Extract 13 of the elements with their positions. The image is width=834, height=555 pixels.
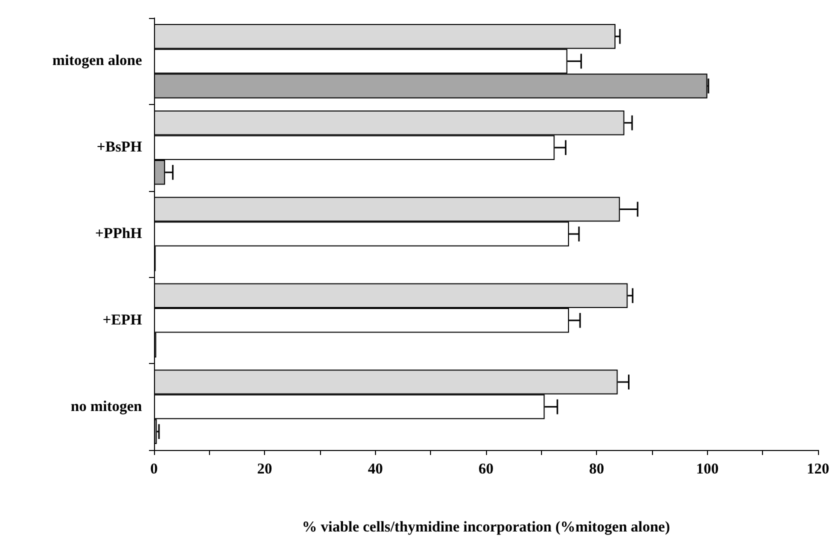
x-axis-title: % viable cells/thymidine incorporation (%mitogen alone) [302, 520, 670, 536]
x-tick-label: 100 [696, 462, 719, 478]
y-tick-label: +BsPH [96, 140, 142, 156]
y-tick-label: +EPH [102, 312, 142, 328]
x-tick-label: 20 [257, 462, 272, 478]
x-tick-label: 0 [150, 462, 158, 478]
x-tick-label: 80 [589, 462, 604, 478]
x-tick-label: 60 [478, 462, 494, 478]
y-tick-label: mitogen alone [52, 53, 142, 70]
x-tick-label: 120 [806, 462, 830, 478]
y-tick-label: no mitogen [70, 398, 143, 415]
y-tick-label: +PPhH [95, 226, 142, 242]
x-tick-label: 40 [368, 462, 383, 478]
